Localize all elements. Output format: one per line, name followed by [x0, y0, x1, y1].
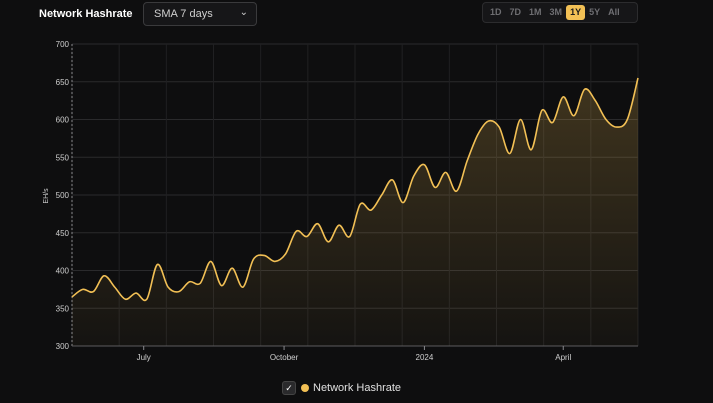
- x-tick-label: October: [270, 353, 299, 362]
- y-tick-label: 550: [56, 153, 70, 162]
- range-button-1m[interactable]: 1M: [529, 7, 542, 17]
- y-tick-label: 500: [56, 191, 70, 200]
- y-tick-label: 600: [56, 116, 70, 125]
- time-range-selector: 1D 7D 1M 3M 1Y 5Y All: [482, 2, 638, 23]
- y-tick-label: 700: [56, 40, 70, 49]
- y-tick-label: 300: [56, 342, 70, 351]
- range-button-3m[interactable]: 3M: [549, 7, 563, 17]
- chevron-down-icon: ⌄: [239, 7, 248, 18]
- legend-color-dot: [301, 384, 309, 392]
- x-tick-label: July: [137, 353, 151, 362]
- range-button-1d[interactable]: 1D: [490, 7, 502, 17]
- series-line-network-hashrate: [71, 77, 639, 302]
- y-tick-label: 350: [56, 304, 70, 313]
- y-axis-label: EH/s: [43, 188, 50, 204]
- legend-label: Network Hashrate: [313, 382, 402, 394]
- page-title: Network Hashrate: [39, 8, 133, 20]
- y-tick-label: 650: [56, 78, 70, 87]
- x-tick-label: 2024: [416, 353, 434, 362]
- range-button-5y[interactable]: 5Y: [589, 7, 601, 17]
- y-tick-label: 450: [56, 229, 70, 238]
- range-button-1y[interactable]: 1Y: [566, 5, 586, 20]
- legend-checkbox[interactable]: ✓: [282, 381, 296, 395]
- sma-select[interactable]: SMA 7 days ⌄: [143, 2, 257, 26]
- x-tick-label: April: [555, 353, 571, 362]
- range-button-all[interactable]: All: [608, 7, 620, 17]
- sma-select-value: SMA 7 days: [154, 8, 213, 20]
- y-tick-label: 400: [56, 267, 70, 276]
- range-button-7d[interactable]: 7D: [509, 7, 522, 17]
- series-area-network-hashrate: [72, 78, 638, 346]
- hashrate-chart: 300 350 400 450 500 550 600 650 700 July October 2…: [43, 40, 639, 362]
- legend: ✓ Network Hashrate: [282, 381, 401, 395]
